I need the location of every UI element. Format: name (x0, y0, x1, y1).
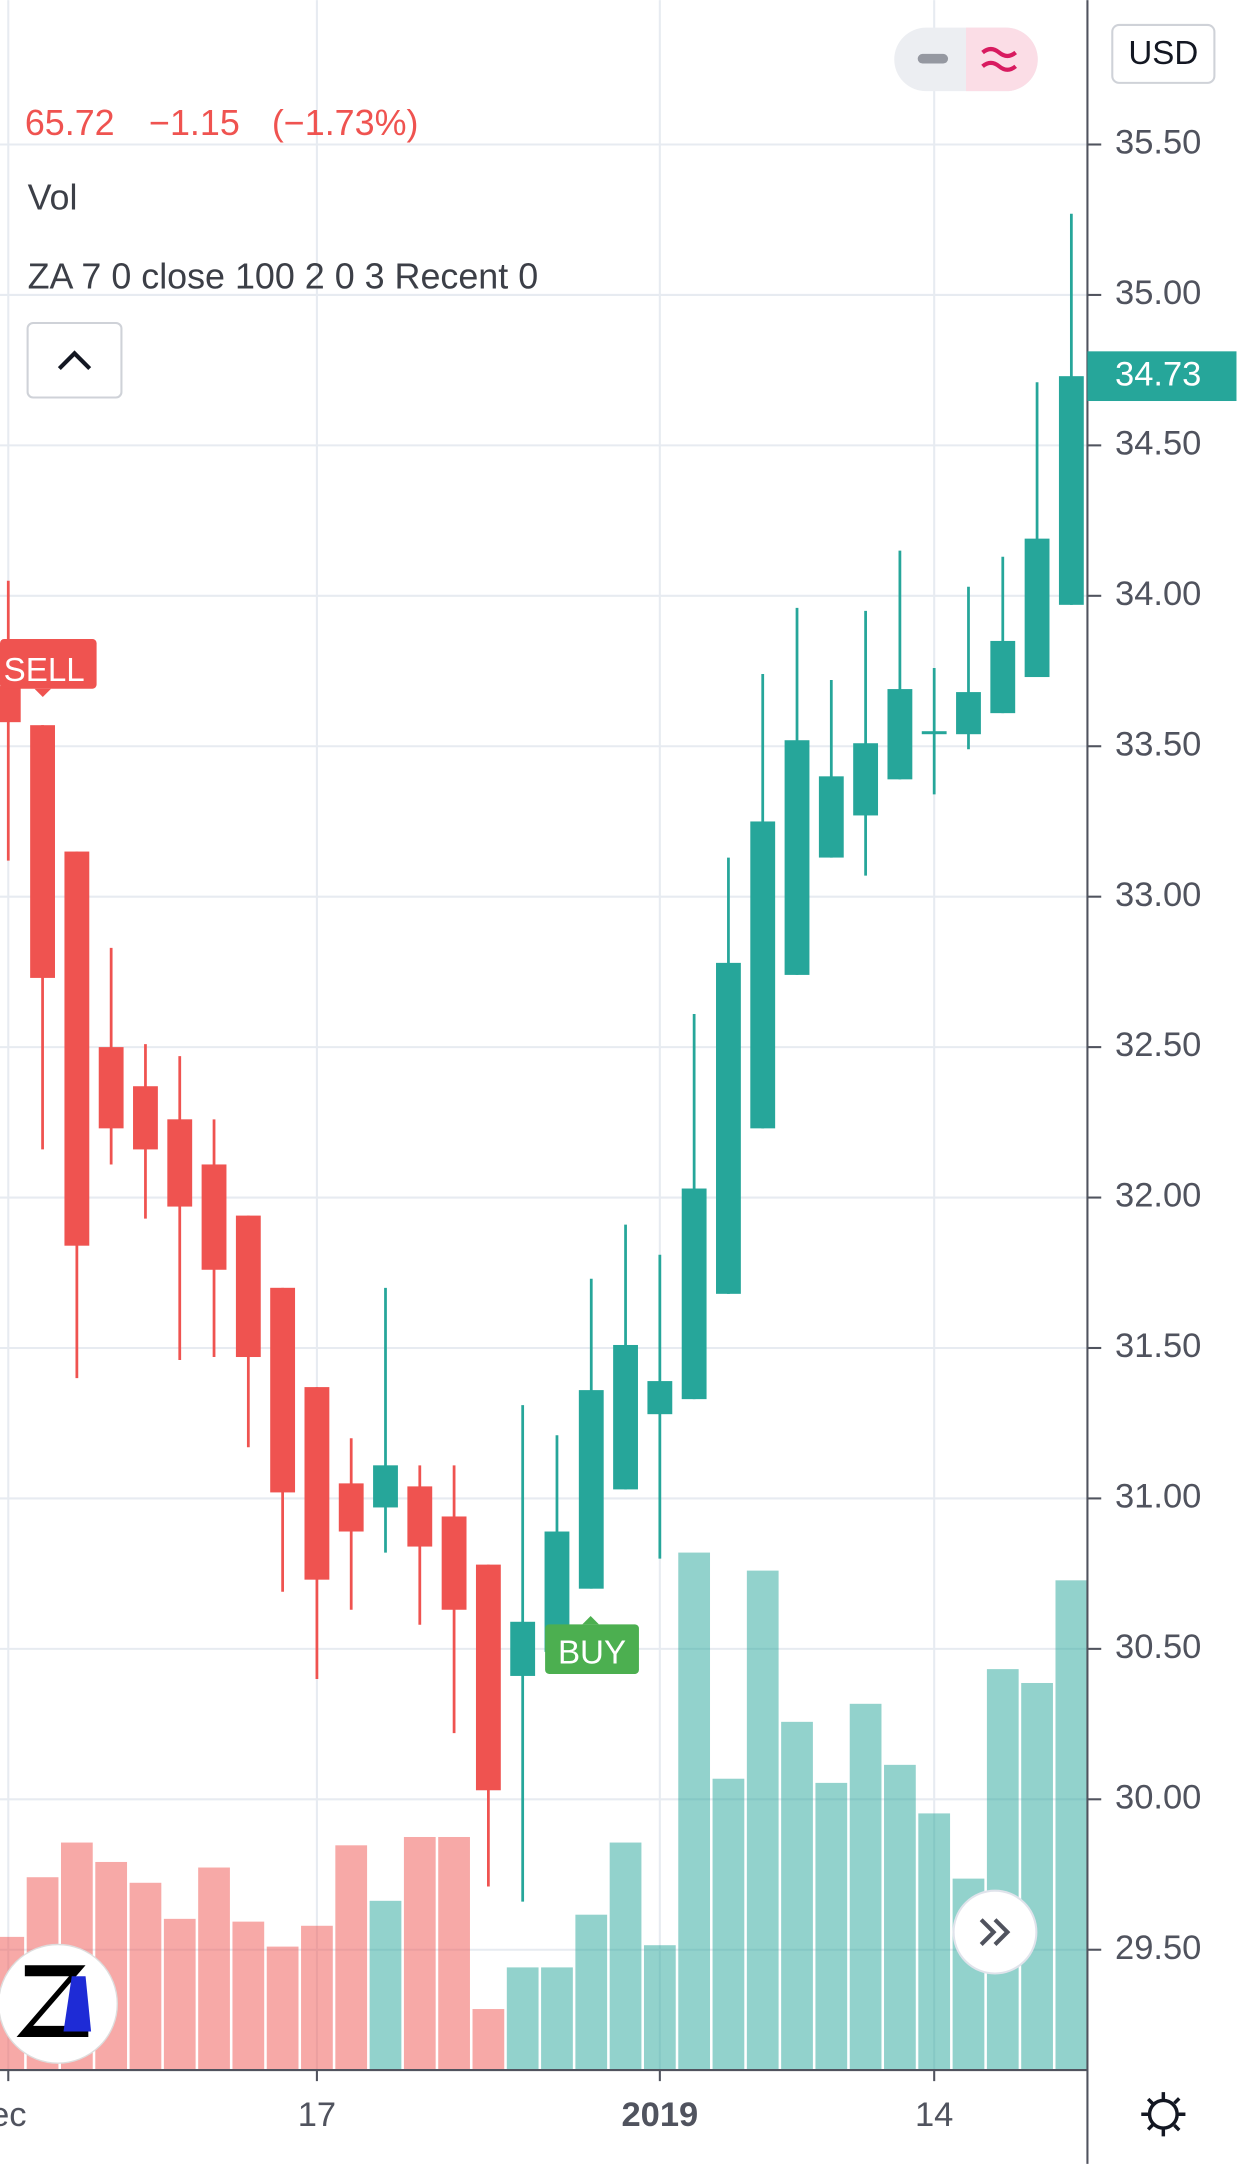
volume-bar (609, 1842, 642, 2071)
y-tick-label: 32.50 (1115, 1026, 1201, 1064)
sell-label: SELL (4, 652, 85, 689)
y-tick-label: 30.00 (1115, 1778, 1201, 1816)
candle-body (956, 692, 981, 735)
volume-bar (541, 1967, 573, 2071)
volume-bar (129, 1882, 162, 2071)
candle-body (647, 1381, 673, 1415)
candle-body (201, 1164, 227, 1270)
candle-body (338, 1483, 364, 1532)
volume-bar (1021, 1682, 1053, 2071)
volume-bar (575, 1914, 608, 2071)
x-tick-label: 17 (298, 2096, 336, 2134)
x-tick-label: 2019 (621, 2096, 698, 2134)
volume-bar (986, 1669, 1019, 2071)
y-tick-label: 34.50 (1115, 424, 1201, 462)
volume-bar (472, 2009, 505, 2071)
candle-body (613, 1344, 638, 1490)
volume-bar (403, 1836, 436, 2071)
quote-change: −1.15 (149, 103, 240, 143)
volume-bar (918, 1813, 951, 2071)
candle-body (64, 851, 90, 1246)
x-tick-label: ec (0, 2096, 26, 2134)
candle-body (407, 1486, 433, 1547)
candle-body (304, 1387, 330, 1580)
candle-body (784, 740, 810, 975)
candle-body (98, 1047, 124, 1129)
collapse-button[interactable] (26, 321, 123, 399)
quote-price: 65.72 (25, 103, 115, 143)
volume-bar (643, 1945, 676, 2071)
volume-bar (849, 1703, 882, 2071)
currency-label: USD (1128, 35, 1198, 72)
candle-body (235, 1215, 261, 1358)
candle-body (270, 1287, 296, 1493)
candle-layer (0, 213, 1084, 1902)
currency-button[interactable]: USD (1111, 23, 1216, 84)
axes: 29.50 30.00 30.50 31.00 31.50 32.00 32.50 33.00… (0, 124, 1237, 2134)
buy-signal: BUY (545, 1616, 639, 1675)
candle-body (921, 731, 947, 735)
mode-toggle[interactable] (894, 27, 1038, 92)
candle-body (30, 725, 55, 978)
volume-layer (0, 1552, 1088, 2071)
candle-body (750, 821, 776, 1129)
last-price-label: 34.73 (1115, 355, 1201, 393)
volume-bar (506, 1967, 539, 2071)
candle-body (1024, 538, 1050, 678)
settings-button[interactable] (1141, 2092, 1186, 2137)
y-tick-label: 31.50 (1115, 1327, 1201, 1365)
volume-bar (335, 1845, 368, 2071)
quote-change-percent: (−1.73%) (272, 103, 419, 143)
last-price-tag (1087, 351, 1237, 402)
indicator-vol[interactable]: Vol (28, 178, 78, 218)
volume-bar (232, 1921, 265, 2071)
candle-body (818, 776, 844, 858)
buy-label: BUY (558, 1634, 626, 1671)
candle-body (853, 743, 879, 816)
scroll-to-latest-button[interactable] (952, 1889, 1038, 1975)
logo (0, 1943, 118, 2064)
candle-body (133, 1086, 158, 1150)
candle-body (441, 1516, 467, 1610)
candle-body (475, 1564, 501, 1791)
y-tick-label: 34.00 (1115, 575, 1201, 613)
volume-bar (369, 1900, 402, 2071)
y-tick-label: 32.00 (1115, 1177, 1201, 1215)
volume-bar (746, 1570, 779, 2071)
y-tick-label: 35.50 (1115, 124, 1201, 162)
candle-body (510, 1621, 536, 1676)
candle-body (373, 1465, 398, 1508)
indicator-za[interactable]: ZA 7 0 close 100 2 0 3 Recent 0 (28, 256, 539, 296)
y-tick-label: 33.00 (1115, 876, 1201, 914)
volume-bar (163, 1918, 196, 2071)
y-tick-label: 29.50 (1115, 1929, 1201, 1967)
candle-body (990, 640, 1016, 714)
candle-body (167, 1119, 193, 1207)
y-tick-label: 31.00 (1115, 1478, 1201, 1516)
grid (0, 0, 1088, 2071)
candle-body (578, 1390, 604, 1589)
candle-body (716, 962, 741, 1294)
candle-body (681, 1188, 707, 1400)
y-tick-label: 30.50 (1115, 1628, 1201, 1666)
volume-bar (438, 1836, 470, 2071)
volume-bar (266, 1946, 299, 2071)
volume-bar (1055, 1580, 1088, 2071)
y-tick-label: 35.00 (1115, 274, 1201, 312)
volume-bar (301, 1925, 333, 2071)
volume-bar (712, 1778, 745, 2071)
y-tick-label: 33.50 (1115, 725, 1201, 763)
volume-bar (884, 1764, 916, 2071)
sell-signal: SELL (0, 639, 97, 697)
volume-bar (781, 1721, 813, 2071)
x-tick-label: 14 (915, 2096, 953, 2134)
volume-bar (198, 1867, 230, 2071)
volume-bar (678, 1552, 711, 2071)
candle-body (0, 686, 21, 723)
candle-body (887, 689, 913, 780)
candle-body (1058, 376, 1084, 605)
volume-bar (815, 1782, 848, 2071)
